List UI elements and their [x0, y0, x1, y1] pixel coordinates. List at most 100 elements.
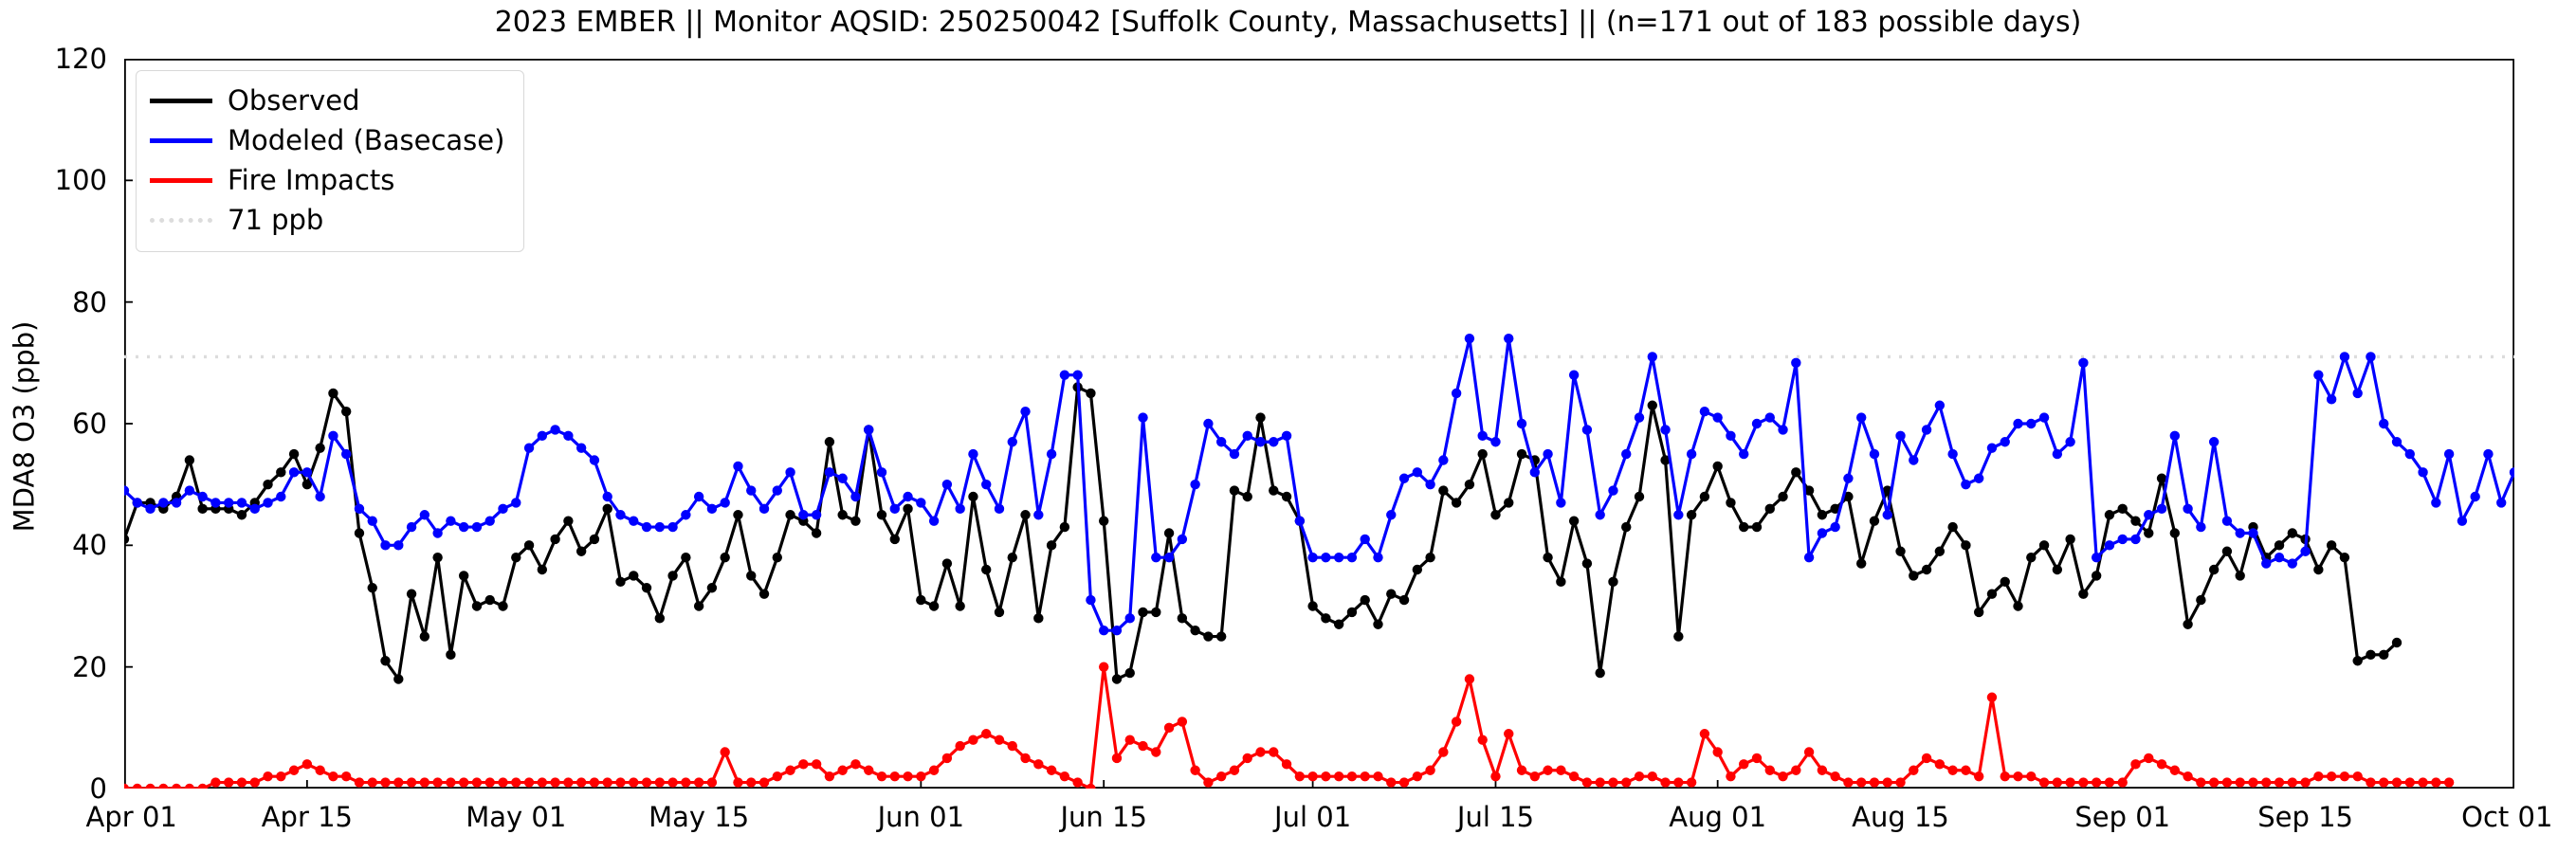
data-point — [1321, 613, 1331, 624]
data-point — [2287, 777, 2298, 788]
data-point — [511, 552, 521, 563]
data-point — [1556, 765, 1566, 775]
data-point — [249, 503, 260, 515]
x-tick-label: Sep 15 — [2257, 801, 2353, 833]
legend-item[interactable]: Fire Impacts — [150, 160, 504, 200]
data-point — [419, 777, 430, 788]
data-point — [1621, 448, 1632, 460]
data-point — [1398, 594, 1410, 606]
data-point — [1803, 485, 1815, 496]
legend: Observed Modeled (Basecase) Fire Impacts 71… — [136, 70, 525, 252]
data-point — [758, 589, 770, 599]
data-point — [1412, 771, 1423, 782]
data-point — [1190, 625, 1200, 636]
data-point — [1007, 740, 1017, 752]
data-point — [667, 777, 678, 788]
data-point — [1843, 473, 1854, 483]
data-point — [1895, 430, 1906, 442]
data-point — [1111, 753, 1123, 764]
x-tick-label: Sep 01 — [2074, 801, 2171, 833]
x-tick-label: Oct 01 — [2461, 801, 2553, 833]
data-point — [2144, 510, 2154, 520]
data-point — [968, 491, 978, 502]
data-point — [941, 753, 953, 764]
data-point — [876, 467, 887, 478]
data-point — [1033, 510, 1044, 520]
y-tick-label: 80 — [72, 285, 107, 318]
data-point — [1543, 765, 1553, 775]
data-point — [2261, 777, 2272, 788]
data-point — [2221, 516, 2233, 526]
data-point — [575, 546, 587, 556]
data-point — [1477, 735, 1488, 745]
data-point — [158, 498, 169, 508]
data-point — [1961, 540, 1971, 551]
data-point — [471, 521, 483, 533]
data-point — [1660, 777, 1671, 788]
data-point — [1215, 437, 1227, 447]
data-point — [1921, 564, 1932, 575]
data-point — [393, 674, 404, 684]
data-point — [1712, 412, 1723, 423]
data-point — [589, 777, 600, 788]
data-point — [2078, 357, 2089, 369]
data-point — [2391, 637, 2402, 648]
data-point — [1778, 491, 1788, 502]
data-point — [2183, 771, 2193, 782]
data-point — [1516, 448, 1527, 460]
data-point — [2366, 777, 2376, 788]
legend-label: 71 ppb — [228, 203, 324, 236]
data-point — [2183, 619, 2193, 629]
data-point — [2208, 564, 2220, 575]
data-point — [2418, 467, 2428, 478]
data-point — [236, 510, 247, 520]
data-point — [288, 765, 300, 775]
data-point — [184, 485, 195, 496]
data-point — [1490, 437, 1501, 447]
data-point — [1360, 594, 1370, 606]
data-point — [1203, 777, 1214, 788]
data-point — [1229, 448, 1240, 460]
data-point — [1869, 448, 1880, 460]
data-point — [746, 571, 757, 581]
data-point — [1712, 461, 1723, 472]
data-point — [2183, 503, 2193, 515]
data-point — [2144, 528, 2154, 538]
data-point — [458, 521, 469, 533]
data-point — [197, 491, 208, 502]
data-point — [1869, 516, 1880, 526]
legend-item[interactable]: Modeled (Basecase) — [150, 120, 504, 160]
data-point — [629, 516, 639, 526]
data-point — [1856, 558, 1867, 569]
data-point — [2013, 418, 2023, 429]
data-point — [1764, 503, 1775, 515]
plot-area — [124, 59, 2514, 789]
legend-item[interactable]: 71 ppb — [150, 200, 504, 240]
data-point — [2326, 771, 2337, 782]
data-point — [1581, 425, 1593, 435]
data-point — [2196, 594, 2206, 606]
data-point — [928, 601, 940, 611]
data-point — [2431, 498, 2441, 508]
x-tick-label: Aug 15 — [1852, 801, 1949, 833]
data-point — [916, 771, 926, 782]
data-point — [432, 552, 443, 563]
data-point — [1138, 607, 1148, 618]
data-point — [1595, 777, 1605, 788]
legend-item[interactable]: Observed — [150, 81, 504, 120]
x-tick-label: May 01 — [466, 801, 567, 833]
data-point — [1986, 589, 1998, 599]
data-point — [2065, 437, 2075, 447]
data-point — [537, 430, 548, 442]
data-point — [1111, 625, 1123, 636]
data-point — [2038, 540, 2050, 551]
data-point — [458, 777, 469, 788]
data-point — [2509, 467, 2514, 478]
series-line — [124, 385, 2399, 681]
data-point — [2000, 771, 2010, 782]
data-point — [758, 503, 770, 515]
data-point — [824, 437, 835, 447]
data-point — [432, 528, 443, 538]
data-point — [575, 777, 587, 788]
data-point — [1843, 777, 1854, 788]
